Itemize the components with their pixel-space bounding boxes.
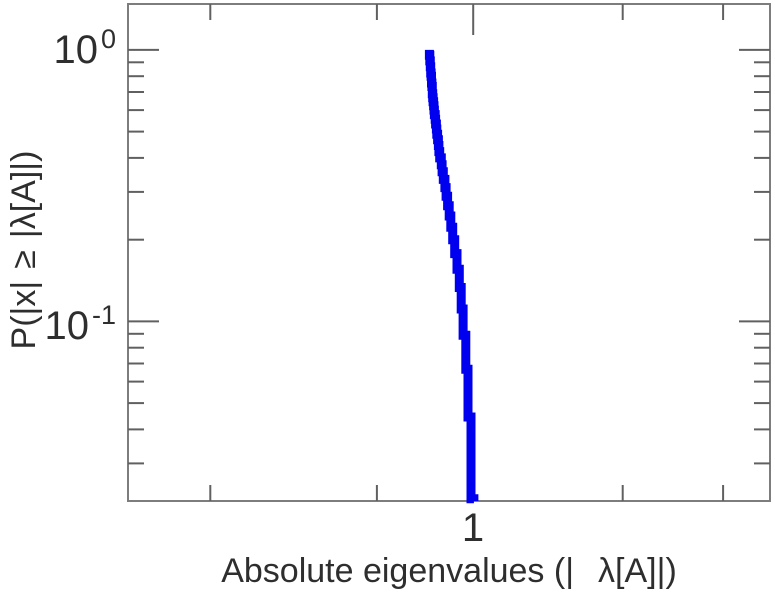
x-axis-title-lambda: λ[A]|)	[598, 552, 677, 590]
y-tick-label-1e0: 10 0	[16, 26, 116, 72]
y-axis-title-lambda: |λ[A]|)	[5, 150, 43, 239]
plot-box	[127, 3, 771, 502]
y-axis-title: P(|x| ≥ |λ[A]|)	[5, 150, 43, 350]
y-tick-base: 10	[44, 304, 89, 348]
ccdf-curve	[424, 49, 479, 504]
y-tick-exponent: -1	[91, 300, 116, 330]
y-tick-label-1e-1: 10 -1	[16, 302, 116, 348]
x-axis-title-text: Absolute eigenvalues (|	[221, 552, 575, 590]
y-axis-title-geq: ≥	[5, 250, 43, 269]
y-tick-exponent: 0	[100, 24, 116, 54]
x-tick-label-1: 1	[461, 506, 485, 550]
y-axis-title-text: P(|x|	[5, 280, 43, 350]
y-tick-base: 10	[53, 28, 98, 72]
x-axis-title: Absolute eigenvalues (| λ[A]|)	[128, 554, 770, 588]
